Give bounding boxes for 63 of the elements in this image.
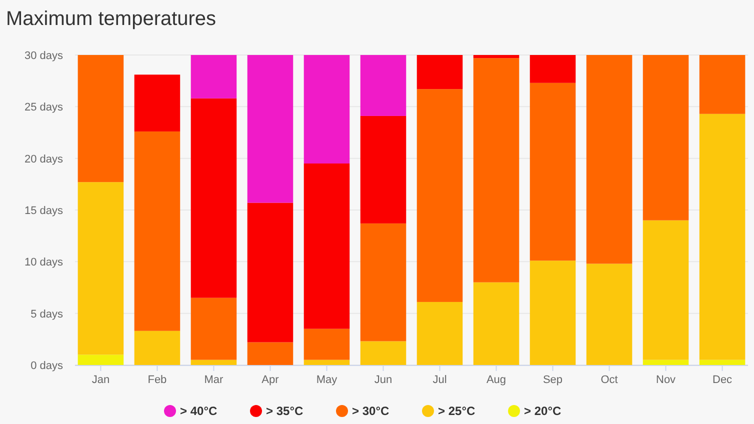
- bar: [360, 223, 406, 342]
- legend-label: > 30°C: [352, 404, 390, 418]
- bar: [190, 55, 237, 98]
- bar: [530, 55, 576, 83]
- legend-label: > 25°C: [438, 404, 476, 418]
- legend-label: > 40°C: [180, 404, 218, 418]
- y-tick-label: 5 days: [30, 308, 64, 320]
- bar: [78, 55, 124, 182]
- bar: [473, 282, 520, 365]
- bar: [134, 74, 180, 132]
- bar: [360, 55, 406, 116]
- x-tick-label: Jul: [432, 374, 447, 386]
- bar: [699, 360, 746, 365]
- bar: [78, 354, 124, 365]
- bar: [416, 89, 463, 302]
- x-tick-label: May: [316, 374, 338, 386]
- bar: [190, 298, 237, 360]
- y-tick-label: 15 days: [24, 205, 64, 217]
- x-tick-label: Jun: [374, 374, 392, 386]
- bar: [134, 131, 180, 331]
- bar: [586, 264, 632, 365]
- bar: [360, 116, 406, 224]
- x-tick-label: Oct: [600, 374, 618, 386]
- bar: [190, 360, 237, 365]
- x-tick-label: Dec: [712, 374, 733, 386]
- bar: [134, 330, 180, 365]
- bar: [642, 360, 689, 365]
- y-tick-label: 30 days: [24, 50, 64, 62]
- bar: [416, 55, 463, 90]
- x-tick-label: Sep: [542, 374, 563, 386]
- legend-label: > 35°C: [266, 404, 304, 418]
- bar: [304, 164, 350, 329]
- bar: [304, 55, 350, 164]
- bar: [642, 220, 689, 360]
- chart-title: Maximum temperatures: [6, 8, 216, 30]
- bar: [247, 55, 294, 203]
- y-tick-label: 20 days: [24, 153, 64, 166]
- bar: [247, 342, 294, 365]
- bar: [416, 302, 463, 365]
- bar: [247, 202, 294, 342]
- x-tick-label: Apr: [262, 374, 280, 386]
- x-tick-label: Jan: [92, 374, 110, 386]
- bar: [473, 58, 520, 282]
- x-tick-label: Mar: [204, 374, 224, 386]
- y-tick-label: 25 days: [24, 102, 64, 114]
- bar: [586, 55, 632, 264]
- bar: [530, 82, 576, 261]
- bar: [642, 55, 689, 220]
- bar: [78, 182, 124, 355]
- legend-label: > 20°C: [524, 404, 562, 418]
- y-tick-label: 0 days: [30, 360, 64, 372]
- bar: [360, 341, 406, 365]
- y-tick-label: 10 days: [24, 256, 64, 269]
- bar: [190, 98, 237, 298]
- bar: [473, 55, 520, 58]
- x-tick-label: Aug: [486, 374, 506, 386]
- x-tick-label: Nov: [656, 374, 676, 386]
- x-tick-label: Feb: [148, 374, 167, 386]
- bar: [699, 114, 746, 360]
- bar: [530, 260, 576, 365]
- bar: [304, 328, 350, 360]
- bar: [304, 360, 350, 365]
- bar: [699, 55, 746, 114]
